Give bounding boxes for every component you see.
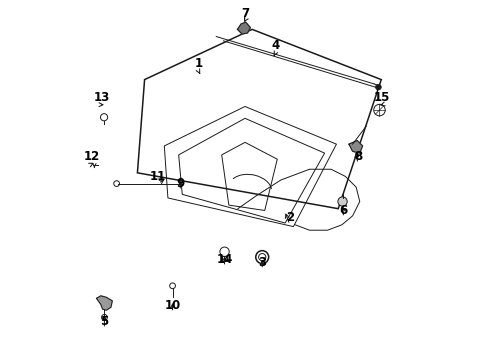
Polygon shape xyxy=(238,22,250,34)
Text: 3: 3 xyxy=(258,256,266,269)
Text: 14: 14 xyxy=(217,253,233,266)
Text: 2: 2 xyxy=(286,211,294,224)
Polygon shape xyxy=(349,140,363,153)
Text: 1: 1 xyxy=(195,57,202,70)
Text: 7: 7 xyxy=(241,7,249,20)
Text: 10: 10 xyxy=(165,299,181,312)
Text: 11: 11 xyxy=(150,170,166,183)
Polygon shape xyxy=(97,296,112,310)
Text: 8: 8 xyxy=(354,150,362,163)
Text: 12: 12 xyxy=(84,150,100,163)
Text: 5: 5 xyxy=(100,315,109,328)
Circle shape xyxy=(338,197,347,206)
Text: 9: 9 xyxy=(176,177,185,190)
Text: 4: 4 xyxy=(271,39,280,52)
Circle shape xyxy=(375,84,381,90)
Text: 6: 6 xyxy=(340,204,348,217)
Text: 13: 13 xyxy=(94,91,110,104)
Text: 15: 15 xyxy=(374,91,391,104)
